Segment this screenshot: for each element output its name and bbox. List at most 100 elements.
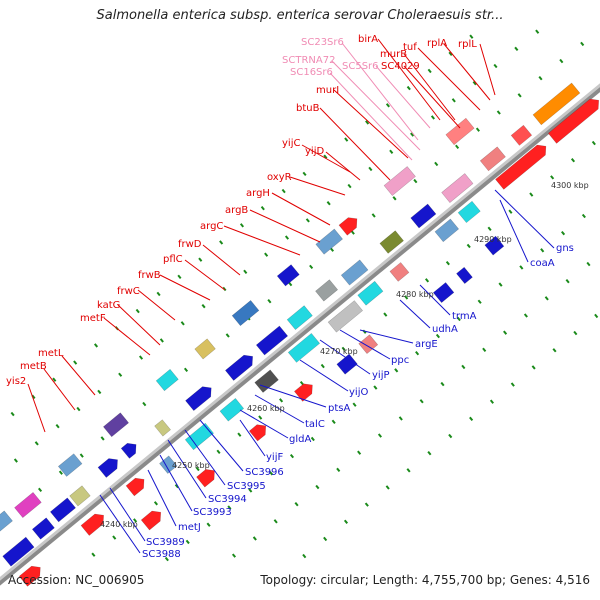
tick-mark	[323, 536, 328, 542]
tick-mark	[331, 419, 336, 425]
gene-block	[327, 300, 363, 333]
tick-mark	[302, 553, 307, 559]
leader-line	[159, 274, 211, 301]
tick-mark	[243, 269, 248, 275]
gene-label-argB: argB	[225, 205, 248, 216]
tick-mark	[258, 415, 263, 420]
gene-block	[410, 203, 437, 229]
tick-mark	[477, 299, 482, 304]
tick-mark	[389, 149, 394, 154]
leader-line	[319, 107, 391, 181]
tick-mark	[97, 389, 102, 395]
gene-block	[80, 513, 104, 536]
gene-block	[532, 82, 581, 126]
leader-line	[27, 383, 46, 433]
gene-label-ppc: ppc	[391, 355, 409, 366]
tick-mark	[357, 450, 362, 455]
tick-mark	[347, 183, 352, 189]
gene-block	[155, 368, 179, 392]
leader-line	[249, 209, 321, 243]
tick-mark	[385, 103, 390, 108]
label-leaders	[27, 38, 555, 554]
gene-block	[219, 398, 245, 422]
leader-line	[403, 53, 456, 121]
gene-block	[2, 536, 35, 567]
gene-label-gns: gns	[556, 243, 574, 254]
tick-mark	[385, 485, 390, 490]
tick-mark	[231, 553, 237, 558]
tick-mark	[559, 58, 564, 64]
scale-label-4280: 4280 kbp	[396, 290, 434, 299]
tick-mark	[309, 264, 314, 270]
gene-label-argC: argC	[200, 221, 223, 232]
gene-block	[294, 383, 313, 402]
tick-mark	[496, 110, 501, 115]
gene-label-gldA: gldA	[289, 434, 311, 445]
tick-mark	[540, 248, 545, 253]
gene-block	[31, 517, 55, 540]
leader-line	[147, 469, 177, 527]
gene-block	[336, 353, 358, 375]
tick-mark	[323, 154, 328, 159]
accession-text: Accession: NC_006905	[8, 573, 145, 587]
gene-label-talC: talC	[305, 419, 325, 430]
tick-mark	[591, 140, 596, 146]
tick-mark	[415, 351, 420, 356]
leader-line	[109, 487, 146, 542]
tick-mark	[413, 178, 418, 184]
tick-mark	[273, 519, 278, 524]
leader-line	[289, 176, 346, 196]
gene-block	[340, 259, 369, 286]
tick-mark	[138, 355, 144, 360]
gene-block	[441, 173, 474, 203]
gene-label-frwD: frwD	[178, 239, 202, 250]
tick-mark	[451, 98, 456, 103]
scale-label-4260: 4260 kbp	[247, 404, 285, 413]
tick-mark	[550, 175, 555, 180]
tick-mark	[508, 209, 513, 214]
tick-mark	[164, 556, 169, 562]
gene-block	[479, 146, 506, 172]
tick-mark	[198, 257, 203, 262]
tick-mark	[510, 382, 515, 387]
tick-mark	[329, 247, 335, 252]
tick-mark	[341, 346, 346, 352]
tick-mark	[565, 279, 570, 284]
tick-mark	[153, 501, 159, 506]
scale-label-4240: 4240 kbp	[100, 520, 138, 529]
tick-mark	[279, 398, 284, 403]
tick-mark	[531, 365, 536, 370]
gene-block	[254, 369, 279, 393]
gene-label-yijP: yijP	[372, 370, 390, 381]
leader-line	[494, 189, 555, 249]
tick-mark	[225, 333, 230, 338]
tick-mark	[365, 120, 370, 125]
tick-mark	[406, 85, 411, 91]
tick-mark	[91, 552, 96, 557]
gene-label-rplL: rplL	[458, 39, 477, 50]
leader-line	[254, 394, 305, 424]
tick-mark	[34, 441, 39, 446]
map-title: Salmonella enterica subsp. enterica sero…	[96, 8, 504, 23]
tick-mark	[404, 295, 409, 300]
tick-mark	[219, 240, 224, 245]
leader-line	[184, 429, 226, 486]
gene-label-metF: metF	[80, 313, 106, 324]
tick-mark	[419, 399, 424, 404]
leader-line	[137, 289, 176, 321]
tick-mark	[573, 330, 578, 336]
tick-mark	[427, 68, 432, 74]
gene-label-btuB: btuB	[296, 103, 320, 114]
gene-block	[495, 144, 547, 190]
gene-label-SC3995: SC3995	[227, 481, 266, 492]
tick-mark	[288, 281, 293, 287]
leader-line	[202, 244, 241, 276]
tick-mark	[336, 467, 341, 473]
tick-mark	[100, 436, 105, 441]
tick-mark	[344, 137, 349, 142]
tick-mark	[448, 51, 453, 56]
gene-label-argH: argH	[246, 188, 270, 199]
gene-label-oxyR: oxyR	[267, 172, 292, 183]
scale-label-4270: 4270 kbp	[320, 347, 358, 356]
tick-mark	[159, 338, 164, 343]
